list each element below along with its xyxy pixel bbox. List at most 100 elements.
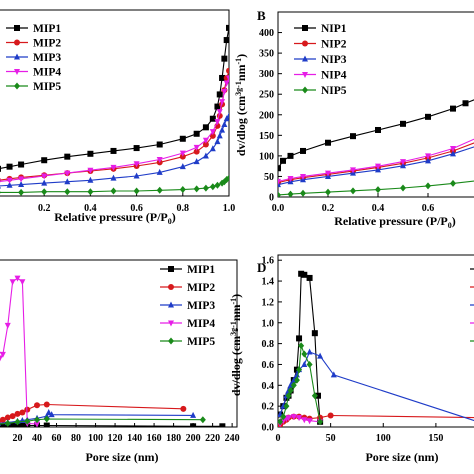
data-point-mip2 bbox=[209, 132, 216, 139]
x-tick-label: 0.2 bbox=[38, 203, 51, 214]
data-point-mip1 bbox=[219, 423, 226, 427]
data-point-mip3 bbox=[156, 168, 163, 175]
panel-d-x-axis-label: Pore size (nm) bbox=[365, 450, 438, 464]
data-point-nip5 bbox=[425, 182, 431, 190]
data-point-mip5 bbox=[226, 174, 229, 182]
y-tick-label: 50 bbox=[264, 172, 274, 183]
data-point-mip1 bbox=[223, 37, 229, 44]
data-point-mip3 bbox=[110, 174, 117, 181]
x-tick-label: 0.2 bbox=[322, 203, 335, 214]
data-point-mip4 bbox=[14, 275, 21, 282]
data-point-nip4 bbox=[306, 418, 313, 425]
data-point-mip1 bbox=[209, 115, 216, 122]
panel-c-frame bbox=[0, 259, 238, 428]
legend-label-nip2: NIP2 bbox=[321, 39, 347, 51]
data-point-mip3 bbox=[216, 132, 223, 139]
data-point-mip5 bbox=[18, 188, 25, 196]
panel-c-x-axis-label: Pore size (nm) bbox=[85, 450, 158, 464]
x-tick-label: 160 bbox=[147, 433, 162, 444]
data-point-mip4 bbox=[209, 129, 216, 136]
data-point-mip1 bbox=[6, 163, 13, 170]
data-point-mip5 bbox=[199, 416, 206, 424]
x-tick-label: 200 bbox=[186, 433, 201, 444]
data-point-mip1 bbox=[110, 147, 117, 154]
panel-a-frame bbox=[0, 9, 230, 197]
legend-label-nip5: NIP5 bbox=[321, 85, 347, 97]
data-point-nip5 bbox=[287, 387, 294, 395]
legend-marker-mip1 bbox=[14, 25, 20, 31]
panel-a-plot-area bbox=[0, 24, 229, 196]
data-point-mip4 bbox=[133, 161, 140, 168]
legend-marker-nip5 bbox=[302, 86, 308, 94]
data-point-mip1 bbox=[221, 55, 228, 62]
panel-d-frame bbox=[277, 254, 474, 428]
data-point-nip3 bbox=[301, 360, 308, 367]
data-point-mip5 bbox=[202, 184, 209, 192]
x-tick-label: 20 bbox=[13, 433, 23, 444]
panel-c-legend: MIP1 MIP2 MIP3 MIP4 MIP5 bbox=[160, 264, 215, 348]
data-point-mip4 bbox=[0, 355, 3, 362]
data-point-mip1 bbox=[216, 91, 223, 98]
panel-b-axes: 0.0 0.2 0.4 0.6 0 50 100 150 200 250 300 350 400 bbox=[259, 28, 434, 214]
x-tick-label: 1.0 bbox=[223, 203, 236, 214]
data-point-mip4 bbox=[18, 176, 25, 183]
data-point-mip3 bbox=[6, 181, 13, 188]
x-tick-label: 50 bbox=[326, 433, 336, 444]
data-point-mip1 bbox=[219, 74, 226, 81]
data-point-mip3 bbox=[226, 112, 229, 119]
panel-b-legend: NIP1 NIP2 NIP3 NIP4 NIP5 bbox=[294, 23, 347, 97]
data-point-mip5 bbox=[64, 188, 71, 196]
series-line-nip3 bbox=[278, 146, 474, 186]
data-point-mip5 bbox=[41, 188, 48, 196]
data-point-nip2 bbox=[327, 412, 334, 419]
data-point-nip3 bbox=[293, 371, 300, 378]
data-point-nip1 bbox=[280, 157, 286, 164]
x-tick-label: 0.4 bbox=[372, 203, 385, 214]
panel-label-b: B bbox=[257, 8, 266, 23]
data-point-mip2 bbox=[226, 67, 229, 74]
x-tick-label: 0.6 bbox=[130, 203, 143, 214]
y-tick-label: 150 bbox=[259, 131, 274, 142]
data-point-mip3 bbox=[48, 411, 55, 418]
data-point-nip5 bbox=[317, 418, 324, 426]
data-point-nip5 bbox=[285, 392, 292, 400]
data-point-mip4 bbox=[19, 279, 26, 286]
data-point-nip4 bbox=[300, 173, 306, 180]
data-point-mip2 bbox=[4, 414, 11, 421]
x-tick-label: 0.8 bbox=[177, 203, 190, 214]
data-point-mip3 bbox=[214, 138, 221, 145]
x-tick-label: 0.0 bbox=[272, 203, 285, 214]
data-point-mip4 bbox=[0, 179, 1, 182]
data-point-nip5 bbox=[400, 184, 406, 192]
data-point-mip2 bbox=[179, 153, 186, 160]
x-tick-label: 150 bbox=[428, 433, 443, 444]
legend-marker-mip5 bbox=[168, 337, 174, 345]
data-point-mip4 bbox=[214, 119, 221, 126]
series-line-nip2 bbox=[278, 142, 474, 184]
data-point-nip5 bbox=[311, 392, 318, 400]
x-tick-label: 100 bbox=[376, 433, 391, 444]
data-point-mip1 bbox=[133, 145, 140, 152]
data-point-nip5 bbox=[287, 190, 294, 197]
data-point-mip1 bbox=[193, 130, 200, 137]
data-point-nip1 bbox=[425, 113, 431, 120]
data-point-nip1 bbox=[311, 330, 318, 337]
legend-label-mip5: MIP5 bbox=[33, 81, 61, 93]
data-point-mip4 bbox=[226, 75, 229, 82]
data-point-mip3 bbox=[193, 158, 200, 165]
data-point-mip3 bbox=[64, 178, 71, 185]
y-tick-label: 200 bbox=[259, 110, 274, 121]
data-point-nip3 bbox=[330, 371, 337, 378]
data-point-mip1 bbox=[41, 157, 48, 164]
data-point-mip2 bbox=[180, 405, 187, 412]
data-point-mip2 bbox=[43, 401, 50, 408]
data-point-nip1 bbox=[375, 126, 381, 133]
data-point-mip5 bbox=[87, 188, 94, 196]
data-point-nip5 bbox=[375, 186, 381, 194]
data-point-nip5 bbox=[278, 418, 284, 426]
legend-marker-mip4 bbox=[14, 69, 20, 75]
legend-label-mip1: MIP1 bbox=[187, 264, 215, 276]
data-point-nip4 bbox=[400, 159, 406, 166]
data-point-mip4 bbox=[9, 279, 16, 286]
